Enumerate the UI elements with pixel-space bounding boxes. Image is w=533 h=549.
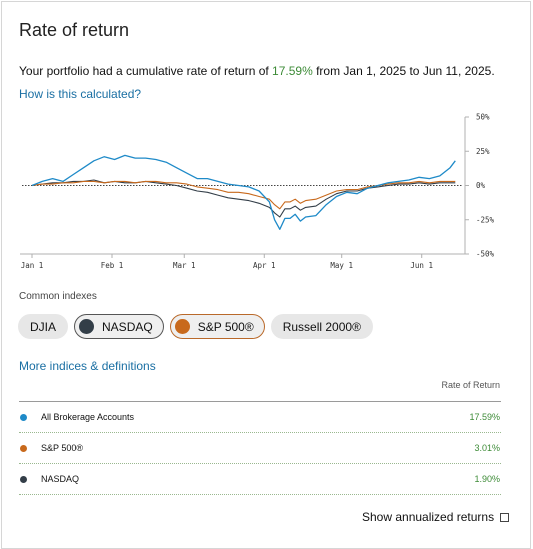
row-value: 3.01%	[474, 443, 500, 453]
x-tick-label: May 1	[330, 261, 353, 270]
more-indices-link[interactable]: More indices & definitions	[19, 359, 156, 373]
chart-svg: 50% 25% 0% -25% -50% Jan 1 Feb 1 Mar 1 Apr 1 May …	[20, 113, 495, 270]
row-name: S&P 500®	[41, 443, 83, 453]
annualized-checkbox[interactable]	[500, 512, 510, 522]
summary-prefix: Your portfolio had a cumulative rate of …	[19, 64, 273, 78]
index-pills: DJIA NASDAQ S&P 500® Russell 2000®	[18, 314, 373, 339]
series-line-0	[31, 154, 456, 230]
row-name: All Brokerage Accounts	[41, 412, 135, 422]
return-summary: Your portfolio had a cumulative rate of …	[19, 64, 495, 78]
returns-table: Rate of Return All Brokerage Accounts 17…	[19, 380, 501, 495]
series-dot	[20, 413, 27, 421]
table-row: NASDAQ 1.90%	[19, 464, 501, 495]
y-tick-label: -25%	[476, 215, 495, 224]
rate-of-return-chart: 50% 25% 0% -25% -50% Jan 1 Feb 1 Mar 1 Apr 1 May …	[20, 108, 500, 278]
x-tick-label: Jan 1	[21, 261, 44, 270]
common-indexes-label: Common indexes	[19, 291, 97, 302]
annualized-toggle[interactable]: Show annualized returns	[362, 510, 510, 524]
returns-table-header: Rate of Return	[19, 380, 501, 402]
summary-suffix: from Jan 1, 2025 to Jun 11, 2025.	[312, 64, 495, 78]
x-tick-label: Mar 1	[173, 261, 196, 270]
row-value: 17.59%	[469, 412, 500, 422]
annualized-label: Show annualized returns	[362, 510, 495, 524]
how-calculated-link[interactable]: How is this calculated?	[19, 87, 142, 101]
pill-nasdaq[interactable]: NASDAQ	[74, 314, 164, 339]
x-tick-label: Feb 1	[101, 261, 124, 270]
y-tick-label: -50%	[476, 250, 495, 259]
series-dot	[20, 444, 27, 452]
row-name: NASDAQ	[41, 474, 80, 484]
y-tick-label: 25%	[476, 147, 490, 156]
x-tick-label: Apr 1	[253, 261, 276, 270]
sp500-color-dot	[174, 319, 190, 334]
page-title: Rate of return	[19, 20, 130, 40]
nasdaq-color-dot	[79, 319, 95, 334]
pill-nasdaq-label: NASDAQ	[102, 319, 153, 334]
y-tick-label: 0%	[476, 181, 486, 190]
series-dot	[20, 475, 27, 483]
pill-djia-label: DJIA	[30, 319, 57, 334]
row-value: 1.90%	[474, 474, 500, 484]
pill-russell-2000[interactable]: Russell 2000®	[270, 314, 373, 339]
table-row: S&P 500® 3.01%	[19, 433, 501, 464]
pill-sp500-label: S&P 500®	[197, 319, 254, 334]
table-row: All Brokerage Accounts 17.59%	[19, 402, 501, 433]
x-tick-label: Jun 1	[410, 261, 433, 270]
pill-djia[interactable]: DJIA	[18, 314, 69, 339]
pill-sp500[interactable]: S&P 500®	[169, 314, 265, 339]
summary-value: 17.59%	[272, 64, 313, 78]
pill-russell-label: Russell 2000®	[282, 319, 361, 334]
y-tick-label: 50%	[476, 113, 490, 122]
